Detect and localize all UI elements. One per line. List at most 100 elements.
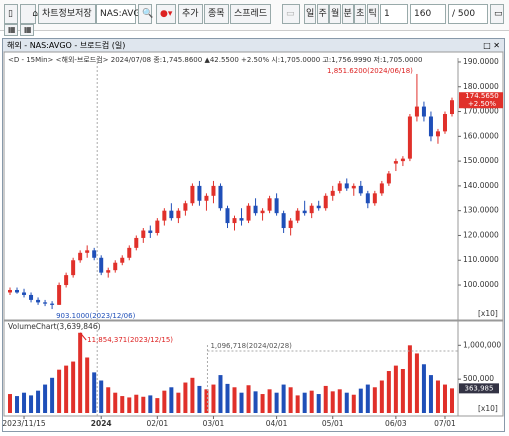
candle-body	[36, 299, 41, 303]
candle-body	[141, 230, 146, 238]
volume-bar	[232, 387, 237, 413]
count-input[interactable]: 160	[410, 4, 446, 24]
volume-bar	[113, 392, 118, 413]
volume-bar	[218, 375, 223, 413]
volume-pane	[3, 320, 504, 417]
candle-body	[393, 161, 398, 164]
price-pane	[3, 51, 504, 321]
volume-bar	[197, 385, 202, 413]
candle-body	[386, 173, 391, 184]
candle-body	[113, 262, 118, 271]
last-volume: 363,985	[465, 384, 494, 392]
period-button[interactable]: 초	[354, 4, 366, 24]
icon-button[interactable]: ▭	[490, 4, 504, 24]
candle-body	[337, 183, 342, 191]
volume-bar	[29, 395, 34, 413]
candle-body	[120, 257, 125, 263]
candle-body	[358, 185, 363, 194]
y-tick-label: 150.0000	[463, 156, 499, 165]
y-tick-label: 140.0000	[463, 181, 499, 190]
volume-bar	[162, 390, 167, 413]
candle-body	[330, 190, 335, 196]
candle-body	[148, 230, 153, 233]
volume-bar	[281, 384, 286, 413]
candle-body	[183, 203, 188, 211]
save-button[interactable]: 차트정보저장	[38, 4, 96, 24]
volume-bar	[176, 392, 181, 413]
max-label: 1,851.6200(2024/06/18)	[327, 67, 413, 75]
candle-body	[197, 185, 202, 201]
x-tick-label: 04/01	[266, 419, 288, 428]
volume-bar	[8, 394, 12, 413]
spread-button[interactable]: 스프레드	[230, 4, 272, 24]
candle-body	[267, 198, 272, 211]
candle-body	[15, 289, 20, 293]
min-label: 903.1000(2023/12/06)	[56, 312, 135, 320]
candle-body	[43, 302, 48, 304]
volume-title: VolumeChart(3,639,846)	[8, 322, 101, 331]
icon-button[interactable]: ▯	[4, 4, 18, 24]
symbol-select[interactable]: NAS:AVG	[96, 4, 140, 24]
period-button[interactable]: 주	[316, 4, 329, 24]
chart-info: <D - 15Min> <해외-브로드컴> 2024/07/08 종:1,745…	[8, 55, 422, 64]
y-tick-label: 110.0000	[463, 255, 499, 264]
y-tick-label: 190.0000	[463, 57, 499, 66]
volume-bar	[169, 387, 174, 413]
y-tick-label: 120.0000	[463, 230, 499, 239]
period-button[interactable]: 분	[341, 4, 354, 24]
y-tick-label: 1,000,000	[463, 340, 501, 349]
candle-body	[316, 205, 321, 209]
volume-bar	[428, 375, 433, 413]
add-button[interactable]: 추가	[178, 4, 203, 24]
candle-body	[57, 285, 62, 305]
volume-note-label: 1,096,718(2024/02/28)	[210, 342, 292, 350]
candle-body	[64, 275, 69, 286]
item-button[interactable]: 종목	[204, 4, 229, 24]
candle-body	[106, 270, 111, 273]
candle-body	[323, 195, 328, 209]
candle-body	[225, 208, 230, 224]
volume-bar	[155, 398, 160, 413]
volume-bar	[134, 394, 139, 413]
candle-body	[218, 185, 223, 209]
volume-bar	[450, 388, 454, 413]
volume-bar	[253, 391, 258, 413]
x-tick-label: 02/01	[147, 419, 169, 428]
x-tick-label: 2024	[91, 419, 112, 428]
volume-bar	[414, 353, 419, 413]
icon-button[interactable]: ᅟ⌂	[20, 4, 38, 24]
period-button[interactable]: 일	[304, 4, 316, 24]
candle-body	[302, 210, 307, 214]
candle-body	[190, 185, 195, 204]
volume-bar	[379, 380, 384, 413]
volume-bar	[22, 392, 27, 413]
volume-bar	[421, 364, 426, 413]
candle-body	[435, 131, 440, 137]
period-button[interactable]: 틱	[366, 4, 379, 24]
search-button[interactable]: 🔍	[138, 4, 153, 24]
annotation-line	[79, 332, 87, 341]
icon-button[interactable]: ▭	[282, 4, 300, 24]
period-button[interactable]: 월	[329, 4, 341, 24]
volume-bar	[351, 394, 356, 413]
x-tick-label: 07/01	[434, 419, 456, 428]
candle-body	[239, 218, 244, 221]
candle-body	[204, 195, 209, 201]
candle-body	[281, 213, 286, 229]
volume-bar	[295, 395, 300, 413]
interval-input[interactable]: 1	[380, 4, 408, 24]
candle-body	[260, 210, 265, 214]
volume-bar	[183, 382, 188, 413]
icon-button[interactable]: ▦	[20, 24, 34, 36]
candle-body	[288, 220, 293, 229]
candle-body	[253, 205, 258, 214]
candle-body	[407, 116, 412, 159]
window-title-bar: 해외 - NAS:AVGO - 브로드컴 (일) □ ✕	[3, 39, 504, 52]
icon-button[interactable]: ▦	[4, 24, 18, 36]
volume-bar	[106, 387, 111, 413]
window-buttons[interactable]: □ ✕	[483, 41, 500, 50]
volume-bar	[211, 384, 216, 413]
color-button[interactable]: ●▾	[156, 4, 176, 24]
